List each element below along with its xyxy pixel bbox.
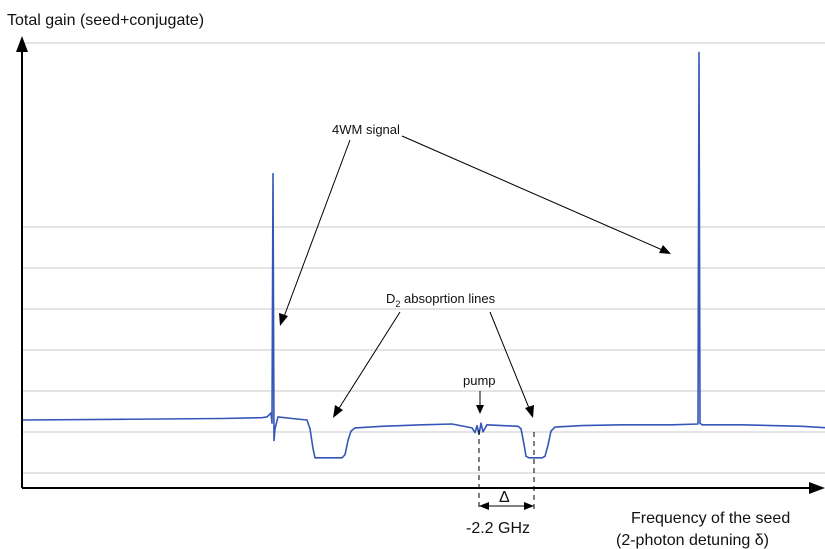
- pump-arrowhead: [476, 405, 484, 414]
- y-axis-arrow: [16, 36, 28, 52]
- absorption-label-sub: 2: [395, 299, 400, 309]
- x-axis-arrow: [809, 482, 825, 494]
- absorption-label-main: D: [386, 291, 395, 306]
- absorption-label: D2 absoprtion lines: [386, 291, 496, 309]
- delta-arrowhead-left: [479, 502, 489, 510]
- pump-label: pump: [463, 373, 496, 388]
- signal-arrowhead-right: [659, 245, 671, 254]
- delta-label: Δ: [499, 489, 510, 506]
- series-line: [21, 51, 825, 459]
- signal-arrow-left: [281, 139, 351, 323]
- signal-label: 4WM signal: [332, 122, 400, 137]
- absorption-arrow-right: [489, 311, 532, 414]
- freq-offset-label: -2.2 GHz: [466, 520, 530, 537]
- y-axis-label: Total gain (seed+conjugate): [7, 12, 204, 29]
- x-axis-label-line1: Frequency of the seed: [631, 510, 790, 527]
- grid-lines: [22, 42, 825, 474]
- delta-arrowhead-right: [524, 502, 534, 510]
- signal-arrow-right: [401, 135, 668, 253]
- signal-arrowhead-left: [279, 313, 288, 326]
- absorption-arrowhead-right: [525, 405, 534, 418]
- x-axis-label-line2: (2-photon detuning δ): [616, 532, 769, 549]
- absorption-arrow-left: [335, 311, 401, 414]
- absorption-arrowhead-left: [333, 405, 343, 418]
- data-series: [21, 51, 825, 459]
- absorption-label-rest: absoprtion lines: [400, 291, 495, 306]
